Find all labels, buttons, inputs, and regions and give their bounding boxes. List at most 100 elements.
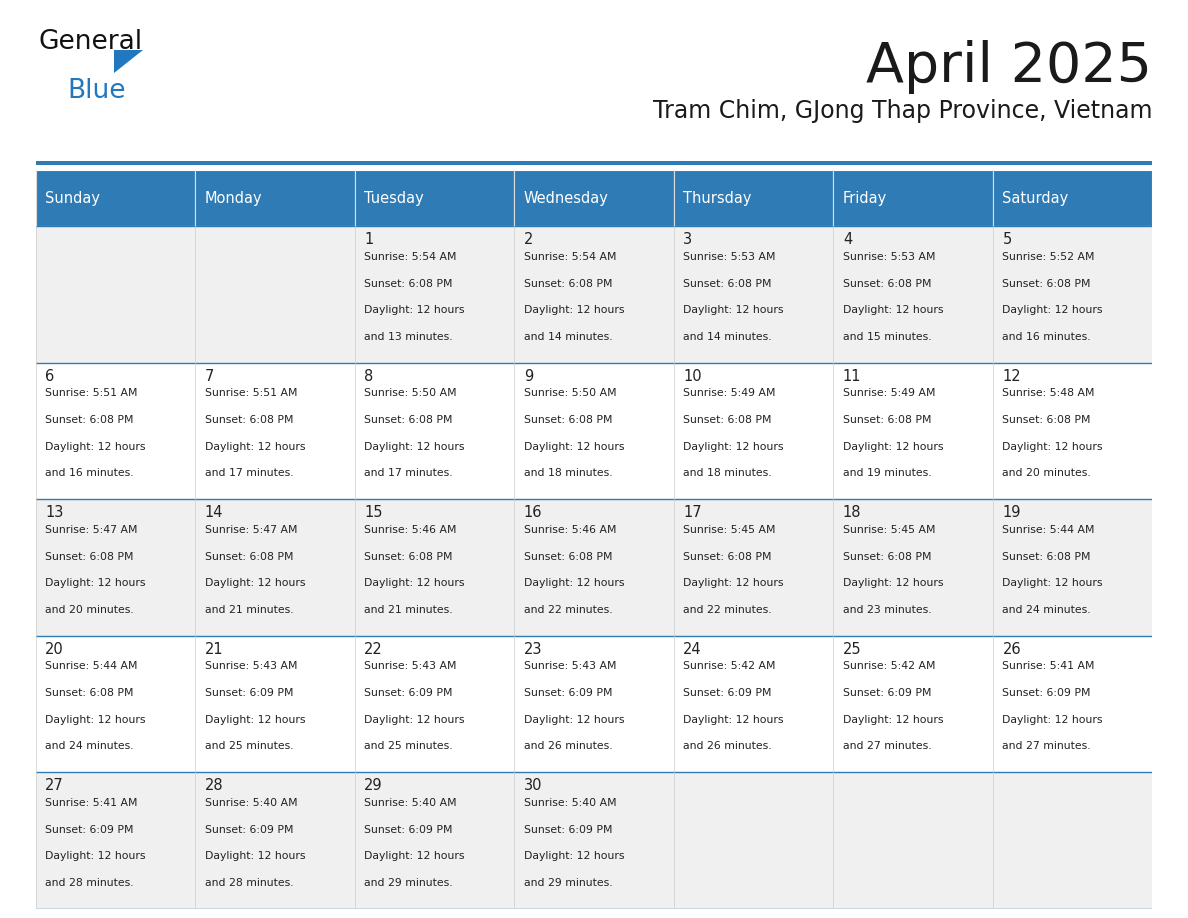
Text: Sunrise: 5:49 AM: Sunrise: 5:49 AM: [842, 388, 935, 398]
Text: Sunrise: 5:53 AM: Sunrise: 5:53 AM: [683, 252, 776, 262]
Bar: [36, 636, 195, 772]
Bar: [355, 226, 514, 363]
Text: and 27 minutes.: and 27 minutes.: [1003, 742, 1091, 751]
Text: Sunset: 6:08 PM: Sunset: 6:08 PM: [1003, 552, 1091, 562]
Text: and 21 minutes.: and 21 minutes.: [204, 605, 293, 615]
Text: Sunset: 6:09 PM: Sunset: 6:09 PM: [524, 824, 612, 834]
Text: 26: 26: [1003, 642, 1020, 657]
Bar: [355, 499, 514, 636]
Text: Daylight: 12 hours: Daylight: 12 hours: [365, 715, 465, 724]
Text: 19: 19: [1003, 506, 1020, 521]
Text: Daylight: 12 hours: Daylight: 12 hours: [1003, 578, 1102, 588]
Text: Sunrise: 5:48 AM: Sunrise: 5:48 AM: [1003, 388, 1095, 398]
Text: Daylight: 12 hours: Daylight: 12 hours: [365, 578, 465, 588]
Text: Daylight: 12 hours: Daylight: 12 hours: [204, 442, 305, 452]
Bar: [674, 772, 833, 909]
Text: 9: 9: [524, 369, 533, 384]
Text: Sunrise: 5:44 AM: Sunrise: 5:44 AM: [45, 662, 138, 671]
Text: 6: 6: [45, 369, 55, 384]
Text: Sunrise: 5:47 AM: Sunrise: 5:47 AM: [45, 525, 138, 535]
Text: Sunset: 6:08 PM: Sunset: 6:08 PM: [842, 552, 931, 562]
Text: 13: 13: [45, 506, 64, 521]
Text: 12: 12: [1003, 369, 1020, 384]
Text: 24: 24: [683, 642, 702, 657]
Text: and 21 minutes.: and 21 minutes.: [365, 605, 453, 615]
Bar: [514, 363, 674, 499]
Text: Wednesday: Wednesday: [524, 191, 608, 206]
Bar: [514, 636, 674, 772]
Text: and 25 minutes.: and 25 minutes.: [365, 742, 453, 751]
Bar: [514, 170, 674, 226]
Text: Sunset: 6:08 PM: Sunset: 6:08 PM: [45, 552, 134, 562]
Text: Sunrise: 5:46 AM: Sunrise: 5:46 AM: [524, 525, 617, 535]
Bar: [514, 226, 674, 363]
Text: Sunset: 6:08 PM: Sunset: 6:08 PM: [365, 278, 453, 288]
Text: General: General: [38, 29, 143, 55]
Text: Sunrise: 5:43 AM: Sunrise: 5:43 AM: [365, 662, 456, 671]
Text: Sunset: 6:09 PM: Sunset: 6:09 PM: [365, 824, 453, 834]
Text: 17: 17: [683, 506, 702, 521]
Text: Sunset: 6:08 PM: Sunset: 6:08 PM: [204, 415, 293, 425]
Text: Sunset: 6:09 PM: Sunset: 6:09 PM: [842, 688, 931, 698]
Text: and 23 minutes.: and 23 minutes.: [842, 605, 931, 615]
Text: Daylight: 12 hours: Daylight: 12 hours: [45, 851, 146, 861]
Text: 23: 23: [524, 642, 542, 657]
Bar: [36, 363, 195, 499]
Text: and 26 minutes.: and 26 minutes.: [524, 742, 613, 751]
Text: Sunset: 6:09 PM: Sunset: 6:09 PM: [524, 688, 612, 698]
Text: Daylight: 12 hours: Daylight: 12 hours: [524, 715, 625, 724]
Text: Daylight: 12 hours: Daylight: 12 hours: [1003, 715, 1102, 724]
Text: Daylight: 12 hours: Daylight: 12 hours: [842, 442, 943, 452]
Text: Daylight: 12 hours: Daylight: 12 hours: [842, 305, 943, 315]
Text: Sunday: Sunday: [45, 191, 100, 206]
Text: 29: 29: [365, 778, 383, 793]
Text: Sunrise: 5:43 AM: Sunrise: 5:43 AM: [204, 662, 297, 671]
Text: Sunrise: 5:43 AM: Sunrise: 5:43 AM: [524, 662, 617, 671]
Text: Sunset: 6:09 PM: Sunset: 6:09 PM: [683, 688, 772, 698]
Text: and 17 minutes.: and 17 minutes.: [204, 468, 293, 478]
Text: Sunset: 6:08 PM: Sunset: 6:08 PM: [45, 415, 134, 425]
Text: Sunrise: 5:50 AM: Sunrise: 5:50 AM: [524, 388, 617, 398]
Text: and 14 minutes.: and 14 minutes.: [683, 331, 772, 341]
Text: Sunrise: 5:45 AM: Sunrise: 5:45 AM: [842, 525, 935, 535]
Text: Daylight: 12 hours: Daylight: 12 hours: [365, 442, 465, 452]
Bar: [36, 226, 195, 363]
Text: and 27 minutes.: and 27 minutes.: [842, 742, 931, 751]
Text: Sunrise: 5:45 AM: Sunrise: 5:45 AM: [683, 525, 776, 535]
Bar: [993, 363, 1152, 499]
Text: Sunset: 6:09 PM: Sunset: 6:09 PM: [1003, 688, 1091, 698]
Bar: [674, 636, 833, 772]
Bar: [355, 636, 514, 772]
Text: Sunrise: 5:51 AM: Sunrise: 5:51 AM: [204, 388, 297, 398]
Text: and 20 minutes.: and 20 minutes.: [1003, 468, 1091, 478]
Text: Monday: Monday: [204, 191, 263, 206]
Text: and 29 minutes.: and 29 minutes.: [365, 878, 453, 888]
Bar: [993, 772, 1152, 909]
Text: 10: 10: [683, 369, 702, 384]
Bar: [514, 772, 674, 909]
Text: Sunrise: 5:46 AM: Sunrise: 5:46 AM: [365, 525, 456, 535]
Text: Daylight: 12 hours: Daylight: 12 hours: [524, 578, 625, 588]
Bar: [833, 170, 993, 226]
Text: 21: 21: [204, 642, 223, 657]
Bar: [195, 772, 355, 909]
Bar: [36, 499, 195, 636]
Bar: [195, 499, 355, 636]
Text: Daylight: 12 hours: Daylight: 12 hours: [365, 851, 465, 861]
Bar: [993, 636, 1152, 772]
Bar: [833, 363, 993, 499]
Text: Daylight: 12 hours: Daylight: 12 hours: [45, 578, 146, 588]
Bar: [674, 170, 833, 226]
Text: and 24 minutes.: and 24 minutes.: [45, 742, 134, 751]
Text: Friday: Friday: [842, 191, 887, 206]
Text: 28: 28: [204, 778, 223, 793]
Text: and 26 minutes.: and 26 minutes.: [683, 742, 772, 751]
Text: Sunrise: 5:50 AM: Sunrise: 5:50 AM: [365, 388, 457, 398]
Text: 7: 7: [204, 369, 214, 384]
Text: and 19 minutes.: and 19 minutes.: [842, 468, 931, 478]
Text: Daylight: 12 hours: Daylight: 12 hours: [683, 578, 784, 588]
Bar: [993, 226, 1152, 363]
Text: 4: 4: [842, 232, 852, 248]
Bar: [195, 363, 355, 499]
Text: Daylight: 12 hours: Daylight: 12 hours: [683, 442, 784, 452]
